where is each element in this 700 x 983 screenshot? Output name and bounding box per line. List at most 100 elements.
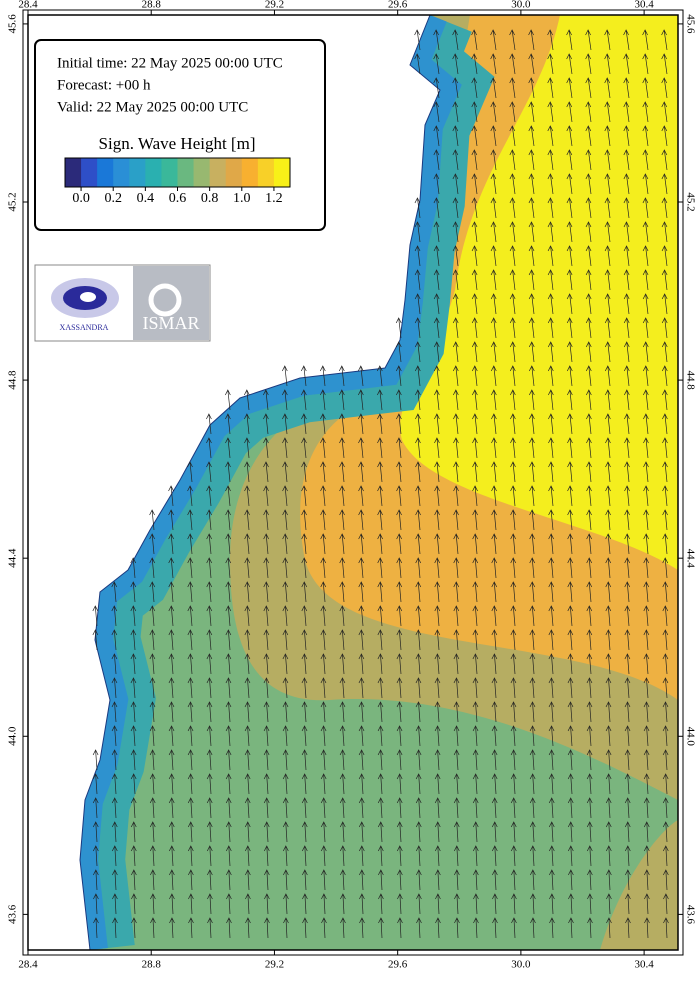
wave-arrow	[339, 725, 346, 747]
wave-arrow	[377, 845, 384, 867]
wave-arrow	[453, 653, 460, 675]
lon-label: 28.8	[142, 959, 162, 971]
wave-arrow	[492, 869, 498, 891]
wave-arrow	[529, 509, 535, 531]
wave-arrow	[491, 773, 498, 795]
wave-arrow	[282, 605, 289, 627]
wave-arrow	[453, 485, 459, 507]
wave-arrow	[510, 461, 516, 483]
wave-arrow	[111, 725, 118, 747]
wave-arrow	[529, 389, 535, 411]
wave-arrow	[567, 629, 574, 651]
wave-arrow	[225, 749, 232, 771]
wave-arrow	[548, 533, 554, 555]
wave-arrow	[435, 917, 441, 939]
wave-arrow	[433, 77, 440, 99]
wave-arrow	[605, 653, 612, 675]
wave-arrow	[319, 365, 326, 387]
lon-label: 28.8	[142, 0, 162, 11]
lat-label: 44.0	[7, 726, 19, 746]
wave-arrow	[530, 869, 536, 891]
wave-arrow	[491, 677, 498, 699]
wave-arrow	[433, 173, 440, 195]
wave-arrow	[471, 221, 478, 243]
wave-arrow	[415, 605, 422, 627]
wave-arrow	[415, 749, 422, 771]
wave-arrow	[433, 149, 440, 171]
wave-arrow	[623, 245, 630, 267]
wave-arrow	[187, 797, 194, 819]
wave-arrow	[624, 437, 630, 459]
wave-arrow	[149, 509, 155, 531]
logo-right-mark	[148, 283, 182, 317]
wave-arrow	[586, 461, 592, 483]
wave-arrow	[282, 533, 288, 555]
wave-arrow	[492, 893, 498, 915]
wave-arrow	[452, 365, 459, 387]
wave-arrow	[112, 893, 118, 915]
wave-arrow	[605, 701, 612, 723]
wave-arrow	[623, 125, 630, 147]
wave-arrow	[263, 605, 270, 627]
wave-arrow	[434, 605, 441, 627]
wave-arrow	[510, 557, 517, 579]
wave-arrow	[586, 389, 592, 411]
lat-label: 44.4	[7, 548, 19, 568]
wave-arrow	[264, 917, 270, 939]
wave-arrow	[396, 533, 402, 555]
wave-arrow	[567, 509, 573, 531]
wave-arrow	[301, 533, 307, 555]
wave-arrow	[529, 725, 536, 747]
wave-arrow	[510, 581, 517, 603]
wave-arrow	[453, 413, 459, 435]
wave-arrow	[567, 677, 574, 699]
wave-arrow	[528, 269, 535, 291]
wave-arrow	[605, 581, 612, 603]
wave-arrow	[339, 773, 346, 795]
wave-arrow	[509, 197, 516, 219]
wave-arrow	[472, 653, 479, 675]
wave-arrow	[359, 869, 365, 891]
wave-arrow	[130, 821, 137, 843]
wave-arrow	[339, 605, 346, 627]
wave-arrow	[491, 797, 498, 819]
wave-arrow	[434, 437, 440, 459]
wave-arrow	[452, 53, 459, 75]
wave-arrow	[547, 269, 554, 291]
wave-arrow	[566, 245, 573, 267]
colorbar-label: 0.6	[169, 191, 187, 206]
wave-arrow	[586, 653, 593, 675]
colorbar-swatch	[65, 158, 82, 187]
wave-arrow	[529, 677, 536, 699]
wave-arrow	[452, 173, 459, 195]
wave-arrow	[453, 701, 460, 723]
wave-arrow	[244, 797, 251, 819]
logo-left-text: XASSANDRA	[60, 323, 109, 332]
wave-arrow	[567, 749, 574, 771]
wave-arrow	[529, 461, 535, 483]
info-line: Valid: 22 May 2025 00:00 UTC	[57, 99, 248, 115]
wave-arrow	[397, 869, 403, 891]
wave-arrow	[661, 173, 668, 195]
wave-arrow	[472, 557, 479, 579]
wave-arrow	[378, 869, 384, 891]
wave-arrow	[245, 869, 251, 891]
wave-arrow	[471, 125, 478, 147]
wave-arrow	[433, 317, 440, 339]
wave-arrow	[623, 341, 630, 363]
wave-arrow	[414, 269, 421, 291]
colorbar-label: 0.0	[72, 191, 90, 206]
wave-arrow	[529, 797, 536, 819]
wave-arrow	[510, 629, 517, 651]
wave-arrow	[112, 869, 118, 891]
wave-arrow	[453, 437, 459, 459]
wave-arrow	[320, 701, 327, 723]
wave-arrow	[491, 701, 498, 723]
wave-arrow	[206, 749, 213, 771]
wave-arrow	[547, 149, 554, 171]
wave-arrow	[377, 557, 384, 579]
wave-arrow	[605, 629, 612, 651]
wave-arrow	[111, 749, 118, 771]
wave-arrow	[358, 629, 365, 651]
wave-arrow	[92, 605, 99, 627]
